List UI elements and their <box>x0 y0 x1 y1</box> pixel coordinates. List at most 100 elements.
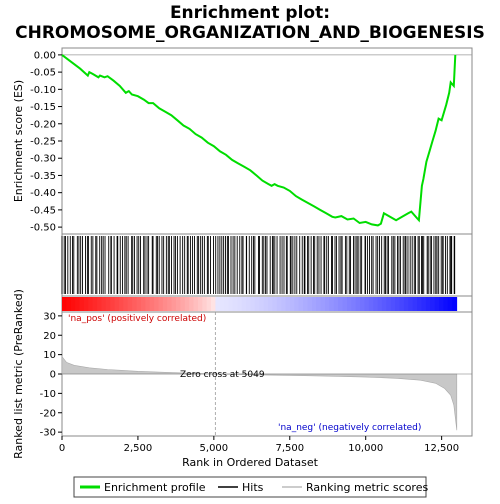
colorbar-segment <box>333 297 339 311</box>
colorbar-segment <box>127 297 133 311</box>
metric-y-axis-label: Ranked list metric (PreRanked) <box>12 289 25 459</box>
es-panel-frame <box>61 47 473 235</box>
es-y-tick-label: -0.30 <box>30 154 56 165</box>
colorbar-segment <box>320 297 326 311</box>
colorbar-segment <box>79 297 85 311</box>
colorbar-segment <box>118 297 124 311</box>
neg-correlated-label: 'na_neg' (negatively correlated) <box>278 423 421 433</box>
colorbar-segment <box>114 297 120 311</box>
colorbar-segment <box>338 297 344 311</box>
colorbar-segment <box>171 297 177 311</box>
colorbar-segment <box>66 297 72 311</box>
colorbar-segment <box>149 297 155 311</box>
legend-label-enrichment: Enrichment profile <box>104 481 206 494</box>
colorbar-segment <box>294 297 300 311</box>
colorbar-segment <box>197 297 203 311</box>
metric-y-tick-label: 20 <box>43 331 56 342</box>
colorbar-segment <box>316 297 322 311</box>
colorbar-segment <box>430 297 436 311</box>
es-y-tick-label: -0.05 <box>30 68 56 79</box>
es-y-axis-label: Enrichment score (ES) <box>12 80 25 202</box>
x-tick-label: 5,000 <box>200 443 229 454</box>
legend-box <box>73 476 427 498</box>
colorbar-segment <box>101 297 107 311</box>
ranking-metric-area <box>61 355 458 431</box>
es-y-tick-label: 0.00 <box>34 50 56 61</box>
colorbar-segment <box>140 297 146 311</box>
colorbar-segment <box>443 297 449 311</box>
colorbar-segment <box>351 297 357 311</box>
es-panel: 0.00 -0.05 -0.10 -0.15 -0.20 -0.25 -0.30 -0.35 -… <box>30 50 472 234</box>
colorbar-segment <box>211 297 217 311</box>
colorbar-segment <box>110 297 116 311</box>
x-tick-label: 12,500 <box>424 443 459 454</box>
colorbar-segment <box>281 297 287 311</box>
colorbar-segment <box>62 297 67 311</box>
colorbar-segment <box>105 297 111 311</box>
legend-label-metric: Ranking metric scores <box>306 481 428 494</box>
colorbar-segment <box>364 297 370 311</box>
colorbar-segment <box>88 297 94 311</box>
es-y-tick-label: -0.20 <box>30 119 56 130</box>
colorbar-segment <box>346 297 352 311</box>
colorbar-segment <box>395 297 401 311</box>
x-tick-label: 2,500 <box>124 443 153 454</box>
colorbar-segment <box>272 297 278 311</box>
hits-panel <box>61 236 456 294</box>
metric-y-tick-label: 0 <box>50 370 56 381</box>
colorbar-segment <box>342 297 348 311</box>
rank-colorbar <box>62 297 458 311</box>
es-y-tick-label: -0.40 <box>30 188 56 199</box>
chart-subtitle: CHROMOSOME_ORGANIZATION_AND_BIOGENESIS <box>15 23 485 43</box>
colorbar-segment <box>259 297 265 311</box>
colorbar-segment <box>408 297 414 311</box>
colorbar-segment <box>206 297 212 311</box>
colorbar-segment <box>268 297 274 311</box>
colorbar-segment <box>373 297 379 311</box>
chart-title: Enrichment plot: <box>170 3 330 23</box>
colorbar-segment <box>246 297 252 311</box>
enrichment-profile-line <box>61 54 457 227</box>
colorbar-segment <box>298 297 304 311</box>
zero-cross-label: Zero cross at 5049 <box>180 370 265 380</box>
metric-y-tick-label: 10 <box>43 350 56 361</box>
colorbar-segment <box>377 297 383 311</box>
metric-y-tick-label: -30 <box>40 428 56 439</box>
x-tick-label: 10,000 <box>348 443 383 454</box>
es-y-tick-label: -0.50 <box>30 223 56 234</box>
colorbar-segment <box>237 297 243 311</box>
colorbar-segment <box>180 297 186 311</box>
colorbar-segment <box>136 297 142 311</box>
colorbar-segment <box>83 297 89 311</box>
colorbar-segment <box>417 297 423 311</box>
colorbar-segment <box>215 297 221 311</box>
colorbar-segment <box>75 297 81 311</box>
colorbar-segment <box>132 297 138 311</box>
colorbar-segment <box>368 297 374 311</box>
colorbar-segment <box>447 297 453 311</box>
x-tick-label: 7,500 <box>275 443 304 454</box>
colorbar-segment <box>452 297 458 311</box>
colorbar-segment <box>285 297 291 311</box>
colorbar-segment <box>390 297 396 311</box>
legend: Enrichment profile Hits Ranking metric s… <box>73 476 428 498</box>
colorbar-segment <box>123 297 129 311</box>
x-axis-label: Rank in Ordered Dataset <box>182 456 319 469</box>
colorbar-segment <box>329 297 335 311</box>
colorbar-segment <box>193 297 199 311</box>
es-y-tick-label: -0.35 <box>30 171 56 182</box>
colorbar-segment <box>425 297 431 311</box>
colorbar-segment <box>434 297 440 311</box>
colorbar-segment <box>232 297 238 311</box>
colorbar-segment <box>399 297 405 311</box>
colorbar-segment <box>202 297 208 311</box>
colorbar-segment <box>189 297 195 311</box>
colorbar-segment <box>438 297 444 311</box>
es-y-tick-label: -0.10 <box>30 85 56 96</box>
colorbar-segment <box>254 297 260 311</box>
colorbar-segment <box>412 297 418 311</box>
es-y-tick-label: -0.25 <box>30 137 56 148</box>
es-y-tick-label: -0.45 <box>30 205 56 216</box>
colorbar-segment <box>421 297 427 311</box>
